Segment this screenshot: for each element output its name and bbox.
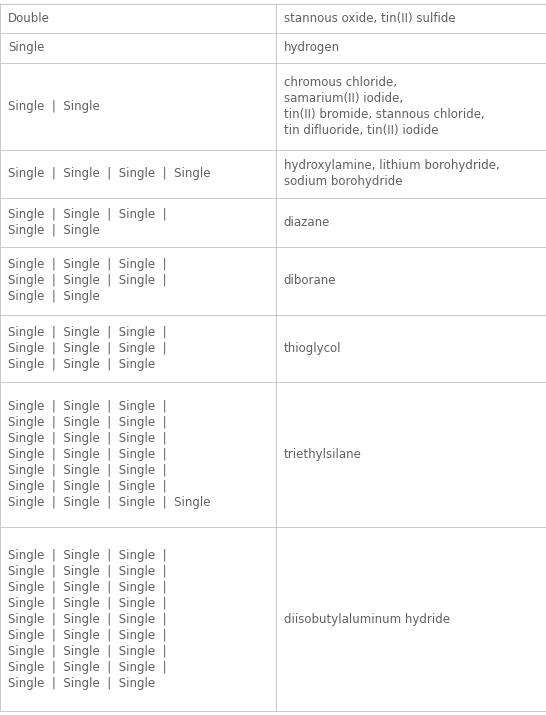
Text: Single  |  Single  |  Single  |
Single  |  Single  |  Single  |
Single  |  Singl: Single | Single | Single | Single | Sing…: [8, 548, 167, 690]
Text: Single  |  Single: Single | Single: [8, 99, 100, 113]
Text: stannous oxide, tin(II) sulfide: stannous oxide, tin(II) sulfide: [284, 12, 455, 25]
Text: hydrogen: hydrogen: [284, 41, 340, 54]
Text: diisobutylaluminum hydride: diisobutylaluminum hydride: [284, 613, 450, 626]
Text: Single  |  Single  |  Single  |  Single: Single | Single | Single | Single: [8, 167, 211, 180]
Text: triethylsilane: triethylsilane: [284, 448, 361, 461]
Text: Double: Double: [8, 12, 50, 25]
Text: diazane: diazane: [284, 216, 330, 229]
Text: Single  |  Single  |  Single  |
Single  |  Single: Single | Single | Single | Single | Sing…: [8, 208, 167, 237]
Text: thioglycol: thioglycol: [284, 342, 341, 355]
Text: diborane: diborane: [284, 275, 336, 287]
Text: chromous chloride,
samarium(II) iodide,
tin(II) bromide, stannous chloride,
tin : chromous chloride, samarium(II) iodide, …: [284, 76, 484, 137]
Text: Single: Single: [8, 41, 44, 54]
Text: hydroxylamine, lithium borohydride,
sodium borohydride: hydroxylamine, lithium borohydride, sodi…: [284, 159, 500, 189]
Text: Single  |  Single  |  Single  |
Single  |  Single  |  Single  |
Single  |  Singl: Single | Single | Single | Single | Sing…: [8, 400, 211, 510]
Text: Single  |  Single  |  Single  |
Single  |  Single  |  Single  |
Single  |  Singl: Single | Single | Single | Single | Sing…: [8, 326, 167, 371]
Text: Single  |  Single  |  Single  |
Single  |  Single  |  Single  |
Single  |  Singl: Single | Single | Single | Single | Sing…: [8, 258, 167, 303]
